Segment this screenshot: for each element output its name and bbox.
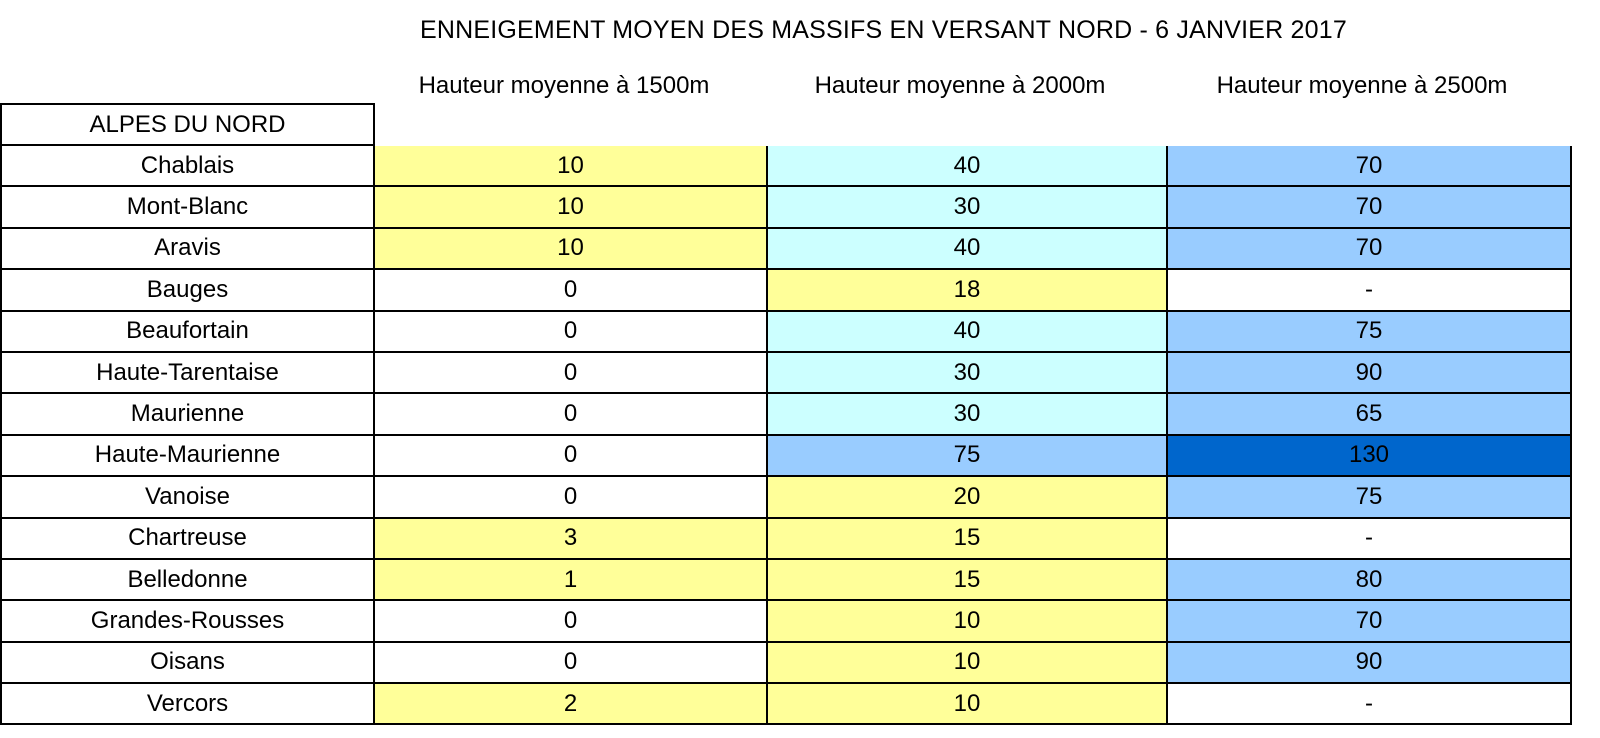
header-spacer bbox=[768, 103, 1168, 146]
value-1500m: 0 bbox=[375, 352, 768, 395]
value-2500m: - bbox=[1168, 518, 1572, 560]
value-2500m: 70 bbox=[1168, 601, 1572, 643]
region-header: ALPES DU NORD bbox=[0, 103, 375, 146]
massif-name: Chablais bbox=[0, 146, 375, 188]
value-1500m: 1 bbox=[375, 559, 768, 602]
value-1500m: 0 bbox=[375, 477, 768, 519]
massif-name: Belledonne bbox=[0, 559, 375, 602]
header-spacer bbox=[1168, 103, 1572, 146]
page-title: ENNEIGEMENT MOYEN DES MASSIFS EN VERSANT… bbox=[420, 16, 1347, 44]
value-2000m: 15 bbox=[768, 559, 1168, 602]
massif-name: Haute-Tarentaise bbox=[0, 352, 375, 395]
value-1500m: 10 bbox=[375, 187, 768, 229]
value-2500m: 70 bbox=[1168, 228, 1572, 271]
value-2000m: 40 bbox=[768, 311, 1168, 353]
value-2000m: 10 bbox=[768, 684, 1168, 726]
snow-depth-table: ALPES DU NORD Chablais 10 40 70 Mont-Blanc 10… bbox=[0, 103, 1572, 726]
column-header-1500m: Hauteur moyenne à 1500m bbox=[418, 72, 710, 99]
value-2500m: 75 bbox=[1168, 311, 1572, 353]
massif-name: Vanoise bbox=[0, 477, 375, 519]
value-1500m: 0 bbox=[375, 642, 768, 685]
column-header-2500m: Hauteur moyenne à 2500m bbox=[1216, 72, 1508, 99]
value-1500m: 3 bbox=[375, 518, 768, 560]
value-2000m: 10 bbox=[768, 642, 1168, 685]
value-2500m: 90 bbox=[1168, 352, 1572, 395]
value-1500m: 10 bbox=[375, 228, 768, 271]
value-2000m: 30 bbox=[768, 187, 1168, 229]
value-2000m: 18 bbox=[768, 270, 1168, 312]
massif-name: Beaufortain bbox=[0, 311, 375, 353]
column-header-2000m: Hauteur moyenne à 2000m bbox=[814, 72, 1106, 99]
value-1500m: 0 bbox=[375, 601, 768, 643]
massif-name: Oisans bbox=[0, 642, 375, 685]
value-2500m: 70 bbox=[1168, 187, 1572, 229]
massif-name: Chartreuse bbox=[0, 518, 375, 560]
value-2000m: 15 bbox=[768, 518, 1168, 560]
massif-name: Grandes-Rousses bbox=[0, 601, 375, 643]
massif-name: Maurienne bbox=[0, 394, 375, 436]
value-2500m: 70 bbox=[1168, 146, 1572, 188]
value-2000m: 30 bbox=[768, 394, 1168, 436]
value-2500m: 90 bbox=[1168, 642, 1572, 685]
value-2000m: 40 bbox=[768, 146, 1168, 188]
value-2500m: 80 bbox=[1168, 559, 1572, 602]
value-2500m: - bbox=[1168, 270, 1572, 312]
value-1500m: 0 bbox=[375, 270, 768, 312]
value-1500m: 0 bbox=[375, 311, 768, 353]
value-2000m: 20 bbox=[768, 477, 1168, 519]
massif-name: Vercors bbox=[0, 684, 375, 726]
massif-name: Mont-Blanc bbox=[0, 187, 375, 229]
value-2500m: 130 bbox=[1168, 435, 1572, 478]
value-1500m: 2 bbox=[375, 684, 768, 726]
value-2500m: 65 bbox=[1168, 394, 1572, 436]
header-spacer bbox=[375, 103, 768, 146]
value-2000m: 40 bbox=[768, 228, 1168, 271]
massif-name: Haute-Maurienne bbox=[0, 435, 375, 478]
massif-name: Bauges bbox=[0, 270, 375, 312]
value-2000m: 30 bbox=[768, 352, 1168, 395]
value-2000m: 10 bbox=[768, 601, 1168, 643]
value-1500m: 0 bbox=[375, 435, 768, 478]
value-1500m: 0 bbox=[375, 394, 768, 436]
massif-name: Aravis bbox=[0, 228, 375, 271]
value-2500m: 75 bbox=[1168, 477, 1572, 519]
value-2000m: 75 bbox=[768, 435, 1168, 478]
value-1500m: 10 bbox=[375, 146, 768, 188]
value-2500m: - bbox=[1168, 684, 1572, 726]
